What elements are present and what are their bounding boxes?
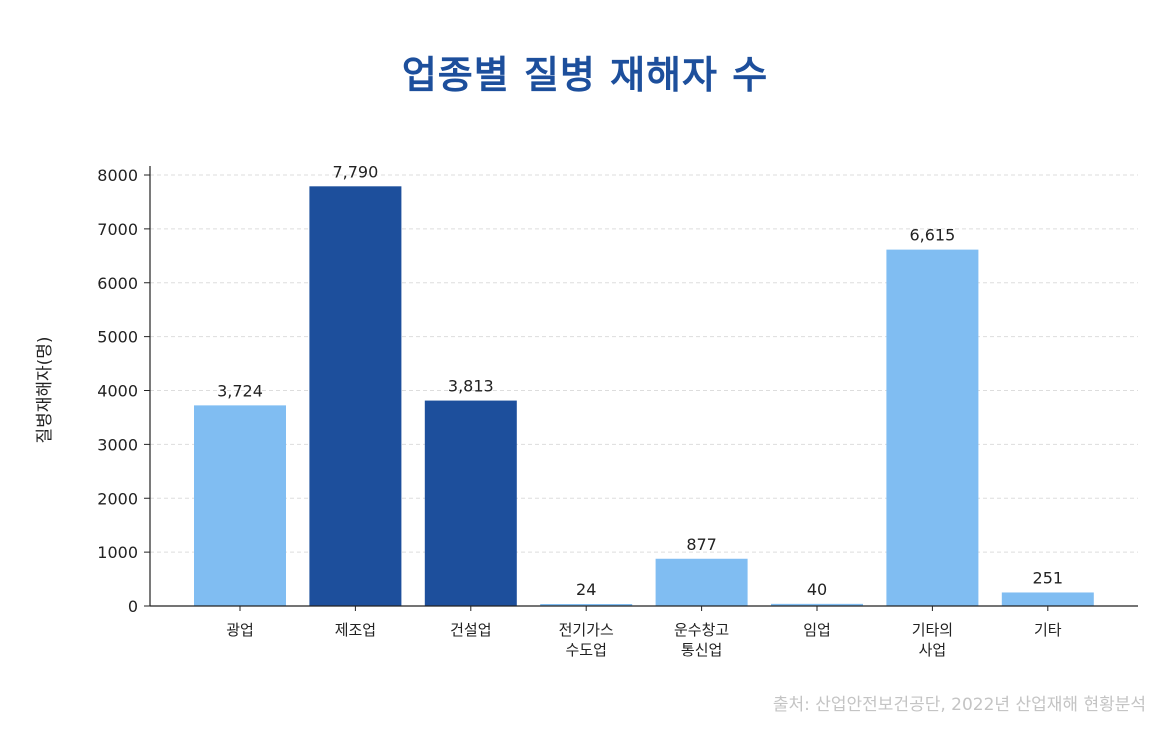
bar-value-label: 3,724: [217, 381, 263, 400]
bar: [424, 400, 517, 606]
y-tick-label: 3000: [97, 435, 138, 454]
x-tick-label: 수도업: [565, 641, 606, 659]
bar: [309, 186, 402, 606]
y-tick-label: 1000: [97, 543, 138, 562]
bar: [655, 558, 748, 606]
x-tick-label: 통신업: [681, 641, 722, 659]
source-note: 출처: 산업안전보건공단, 2022년 산업재해 현황분석: [772, 695, 1146, 715]
bar-value-label: 6,615: [909, 226, 955, 245]
bar-value-label: 3,813: [448, 377, 494, 396]
y-axis-label: 질병재해자(명): [35, 336, 55, 443]
x-tick-label: 기타의: [912, 621, 953, 639]
x-tick-label: 전기가스: [559, 621, 614, 639]
bar: [540, 604, 633, 606]
bar-value-label: 40: [807, 580, 827, 599]
x-tick-label: 기타: [1034, 621, 1062, 639]
x-tick-label: 광업: [226, 621, 254, 639]
y-tick-label: 4000: [97, 382, 138, 401]
bar-value-label: 251: [1033, 568, 1064, 587]
chart-title: 업종별 질병 재해자 수: [401, 53, 769, 97]
y-tick-label: 0: [128, 597, 138, 616]
bar-value-label: 877: [686, 535, 717, 554]
bar-value-label: 24: [576, 580, 596, 599]
x-tick-label: 건설업: [450, 621, 491, 639]
bar: [194, 405, 286, 606]
x-tick-label: 사업: [919, 641, 947, 659]
x-tick-label: 운수창고: [674, 621, 729, 639]
bar: [1001, 592, 1094, 606]
bar: [886, 249, 979, 606]
y-tick-label: 7000: [97, 220, 138, 239]
y-tick-label: 2000: [97, 489, 138, 508]
bar-value-label: 7,790: [332, 162, 378, 181]
x-tick-label: 임업: [803, 621, 831, 639]
bar: [771, 603, 863, 606]
y-tick-label: 6000: [97, 274, 138, 293]
y-tick-label: 8000: [97, 166, 138, 185]
x-tick-label: 제조업: [335, 621, 376, 639]
y-tick-label: 5000: [97, 328, 138, 347]
